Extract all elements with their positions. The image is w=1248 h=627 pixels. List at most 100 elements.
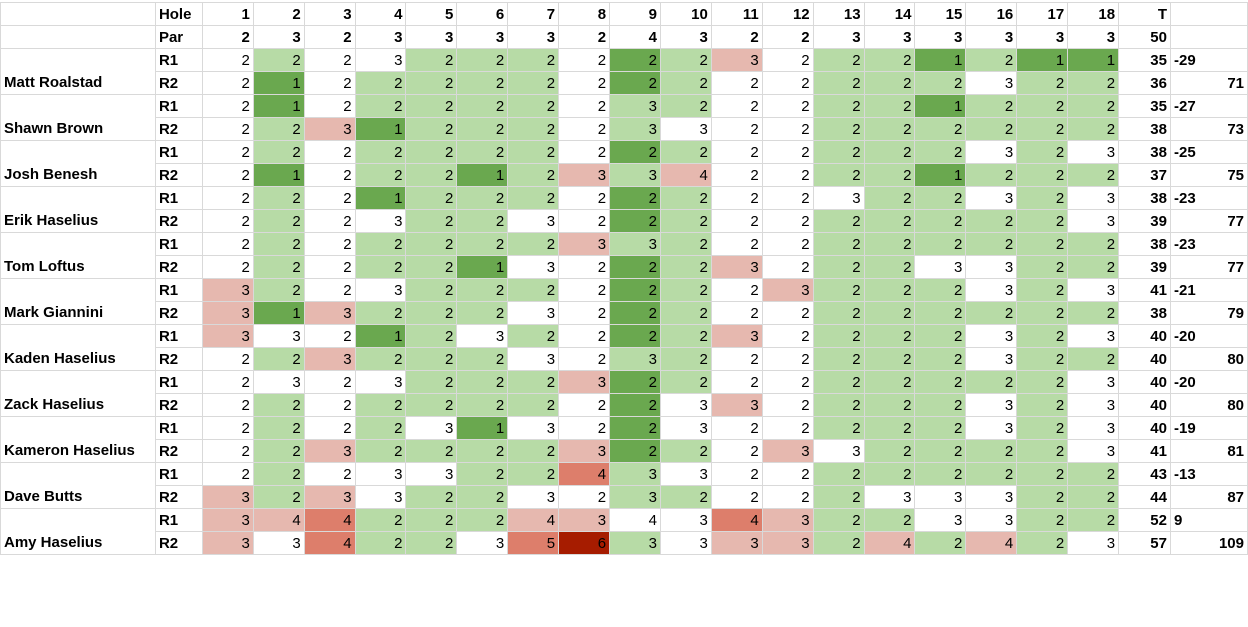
final-total[interactable]: 71 <box>1169 71 1248 95</box>
round-total[interactable]: 40 <box>1118 393 1171 417</box>
round-total[interactable]: 35 <box>1118 48 1171 72</box>
hole-score-cell[interactable]: 2 <box>710 232 763 256</box>
hole-score-cell[interactable]: 2 <box>456 278 509 302</box>
hole-score-cell[interactable]: 3 <box>303 485 356 509</box>
hole-score-cell[interactable]: 3 <box>761 278 814 302</box>
hole-score-cell[interactable]: 2 <box>1016 347 1069 371</box>
hole-score-cell[interactable]: 2 <box>710 209 763 233</box>
hole-score-cell[interactable]: 1 <box>914 48 967 72</box>
hole-score-cell[interactable]: 3 <box>965 278 1018 302</box>
hole-score-cell[interactable]: 2 <box>1016 117 1069 141</box>
hole-score-cell[interactable]: 2 <box>659 48 712 72</box>
round-label[interactable]: R1 <box>154 186 203 210</box>
hole-score-cell[interactable]: 3 <box>965 140 1018 164</box>
hole-score-cell[interactable]: 2 <box>354 140 407 164</box>
player-name[interactable]: Mark Giannini <box>0 278 156 325</box>
hole-score-cell[interactable]: 2 <box>761 209 814 233</box>
hole-score-cell[interactable]: 2 <box>558 48 611 72</box>
hole-score-cell[interactable]: 3 <box>558 439 611 463</box>
hole-score-cell[interactable]: 3 <box>710 48 763 72</box>
final-total[interactable]: 73 <box>1169 117 1248 141</box>
round-label[interactable]: R2 <box>154 485 203 509</box>
hole-score-cell[interactable]: 2 <box>405 301 458 325</box>
player-name[interactable]: Tom Loftus <box>0 232 156 279</box>
hole-score-cell[interactable]: 2 <box>710 186 763 210</box>
hole-score-cell[interactable]: 2 <box>507 462 560 486</box>
hole-score-cell[interactable]: 2 <box>710 94 763 118</box>
hole-score-cell[interactable]: 2 <box>1067 485 1120 509</box>
corner-cell[interactable] <box>0 2 156 26</box>
hole-score-cell[interactable]: 3 <box>659 416 712 440</box>
round-label[interactable]: R2 <box>154 163 203 187</box>
round-total[interactable]: 43 <box>1118 462 1171 486</box>
hole-score-cell[interactable]: 1 <box>252 71 305 95</box>
hole-number[interactable]: 9 <box>609 2 661 26</box>
round-total[interactable]: 38 <box>1118 140 1171 164</box>
round-total[interactable]: 38 <box>1118 186 1171 210</box>
hole-score-cell[interactable]: 2 <box>558 71 611 95</box>
hole-score-cell[interactable]: 2 <box>201 48 254 72</box>
hole-score-cell[interactable]: 2 <box>507 117 560 141</box>
hole-score-cell[interactable]: 2 <box>405 71 458 95</box>
par-value[interactable]: 3 <box>1016 25 1069 49</box>
hole-score-cell[interactable]: 2 <box>201 94 254 118</box>
hole-score-cell[interactable]: 3 <box>558 370 611 394</box>
hole-score-cell[interactable]: 4 <box>507 508 560 532</box>
player-name[interactable]: Kaden Haselius <box>0 324 156 371</box>
hole-score-cell[interactable]: 2 <box>761 255 814 279</box>
hole-score-cell[interactable]: 3 <box>201 508 254 532</box>
hole-score-cell[interactable]: 3 <box>710 531 763 555</box>
hole-score-cell[interactable]: 2 <box>710 439 763 463</box>
hole-score-cell[interactable]: 2 <box>405 347 458 371</box>
hole-score-cell[interactable]: 2 <box>252 209 305 233</box>
hole-score-cell[interactable]: 3 <box>558 508 611 532</box>
hole-score-cell[interactable]: 2 <box>863 301 916 325</box>
round-total[interactable]: 38 <box>1118 117 1171 141</box>
hole-score-cell[interactable]: 2 <box>354 439 407 463</box>
hole-score-cell[interactable]: 2 <box>507 370 560 394</box>
hole-score-cell[interactable]: 2 <box>456 508 509 532</box>
par-value[interactable]: 3 <box>863 25 916 49</box>
hole-score-cell[interactable]: 5 <box>507 531 560 555</box>
hole-score-cell[interactable]: 3 <box>609 163 661 187</box>
hole-score-cell[interactable]: 2 <box>609 48 661 72</box>
hole-score-cell[interactable]: 2 <box>252 117 305 141</box>
hole-score-cell[interactable]: 2 <box>761 485 814 509</box>
hole-score-cell[interactable]: 2 <box>761 94 814 118</box>
player-name[interactable]: Matt Roalstad <box>0 48 156 95</box>
hole-score-cell[interactable]: 2 <box>965 232 1018 256</box>
hole-score-cell[interactable]: 2 <box>863 347 916 371</box>
hole-score-cell[interactable]: 2 <box>201 186 254 210</box>
hole-score-cell[interactable]: 2 <box>863 209 916 233</box>
hole-score-cell[interactable]: 3 <box>659 508 712 532</box>
hole-score-cell[interactable]: 2 <box>965 48 1018 72</box>
hole-score-cell[interactable]: 2 <box>1016 439 1069 463</box>
round-label[interactable]: R1 <box>154 94 203 118</box>
hole-score-cell[interactable]: 2 <box>558 416 611 440</box>
hole-number[interactable]: 5 <box>405 2 458 26</box>
hole-score-cell[interactable]: 1 <box>456 416 509 440</box>
par-value[interactable]: 4 <box>609 25 661 49</box>
hole-score-cell[interactable]: 3 <box>965 416 1018 440</box>
hole-score-cell[interactable]: 2 <box>1067 94 1120 118</box>
hole-score-cell[interactable]: 2 <box>303 186 356 210</box>
hole-score-cell[interactable]: 2 <box>914 439 967 463</box>
final-total[interactable]: 77 <box>1169 255 1248 279</box>
round-label[interactable]: R2 <box>154 117 203 141</box>
hole-score-cell[interactable]: 3 <box>965 324 1018 348</box>
hole-score-cell[interactable]: 2 <box>1016 140 1069 164</box>
hole-score-cell[interactable]: 3 <box>354 462 407 486</box>
round-label[interactable]: R2 <box>154 255 203 279</box>
hole-score-cell[interactable]: 2 <box>761 347 814 371</box>
hole-score-cell[interactable]: 2 <box>659 301 712 325</box>
hole-number[interactable]: 1 <box>201 2 254 26</box>
hole-score-cell[interactable]: 2 <box>761 117 814 141</box>
hole-score-cell[interactable]: 2 <box>558 347 611 371</box>
hole-score-cell[interactable]: 3 <box>252 370 305 394</box>
hole-score-cell[interactable]: 2 <box>303 393 356 417</box>
hole-score-cell[interactable]: 2 <box>609 186 661 210</box>
hole-score-cell[interactable]: 2 <box>252 393 305 417</box>
round-total[interactable]: 39 <box>1118 255 1171 279</box>
hole-score-cell[interactable]: 2 <box>507 71 560 95</box>
hole-score-cell[interactable]: 2 <box>1067 163 1120 187</box>
